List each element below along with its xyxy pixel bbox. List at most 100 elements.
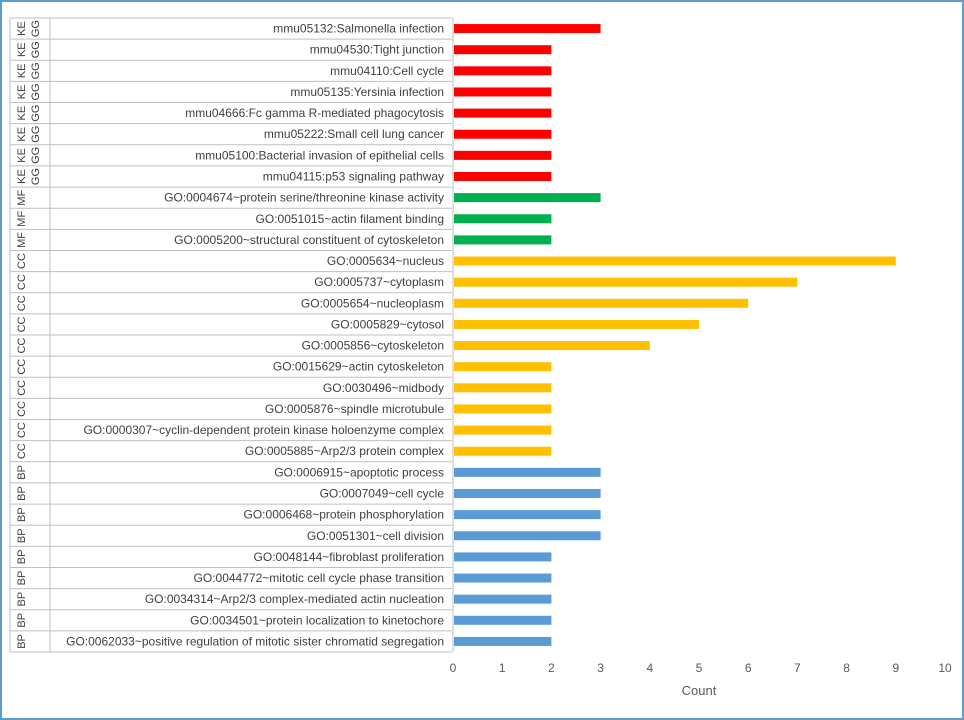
group-label: GG bbox=[30, 62, 42, 79]
group-label: CC bbox=[16, 359, 28, 375]
bar bbox=[454, 298, 749, 308]
bar bbox=[454, 87, 552, 97]
x-tick-label: 4 bbox=[646, 661, 653, 675]
group-label: KE bbox=[16, 21, 28, 36]
category-label: GO:0051301~cell division bbox=[307, 529, 444, 543]
bar bbox=[454, 193, 601, 203]
group-label: GG bbox=[30, 147, 42, 164]
group-label: CC bbox=[16, 443, 28, 459]
category-label: mmu04666:Fc gamma R-mediated phagocytosi… bbox=[185, 106, 444, 120]
category-label: GO:0005654~nucleoplasm bbox=[301, 296, 444, 310]
group-label: MF bbox=[16, 232, 28, 248]
bar bbox=[454, 404, 552, 414]
group-label: CC bbox=[16, 295, 28, 311]
group-label: KE bbox=[16, 63, 28, 78]
category-label: GO:0015629~actin cytoskeleton bbox=[273, 360, 444, 374]
category-label: GO:0030496~midbody bbox=[323, 381, 444, 395]
category-label: GO:0000307~cyclin-dependent protein kina… bbox=[83, 423, 444, 437]
x-tick-label: 0 bbox=[450, 661, 457, 675]
group-label: GG bbox=[30, 41, 42, 58]
category-label: mmu05100:Bacterial invasion of epithelia… bbox=[195, 148, 444, 162]
group-label: CC bbox=[16, 316, 28, 332]
category-label: mmu05135:Yersinia infection bbox=[290, 85, 444, 99]
group-label: BP bbox=[16, 592, 28, 607]
x-tick-label: 10 bbox=[938, 661, 952, 675]
group-label: GG bbox=[30, 126, 42, 143]
bar bbox=[454, 594, 552, 604]
bar bbox=[454, 150, 552, 160]
category-label: GO:0062033~positive regulation of mitoti… bbox=[66, 634, 444, 648]
group-label: BP bbox=[16, 465, 28, 480]
bar bbox=[454, 383, 552, 393]
category-label: mmu05132:Salmonella infection bbox=[273, 22, 444, 36]
bar bbox=[454, 615, 552, 625]
category-label: mmu04115:p53 signaling pathway bbox=[263, 170, 444, 184]
group-label: CC bbox=[16, 338, 28, 354]
category-label: GO:0005885~Arp2/3 protein complex bbox=[245, 444, 444, 458]
group-label: BP bbox=[16, 507, 28, 522]
category-label: GO:0051015~actin filament binding bbox=[256, 212, 444, 226]
category-label: GO:0005876~spindle microtubule bbox=[265, 402, 444, 416]
group-label: BP bbox=[16, 528, 28, 543]
x-tick-label: 8 bbox=[843, 661, 850, 675]
category-label: GO:0048144~fibroblast proliferation bbox=[254, 550, 444, 564]
bar bbox=[454, 235, 552, 245]
category-label: GO:0007049~cell cycle bbox=[320, 487, 445, 501]
group-label: BP bbox=[16, 571, 28, 586]
category-label: GO:0006468~protein phosphorylation bbox=[244, 508, 444, 522]
bar bbox=[454, 172, 552, 181]
category-label: GO:0005856~cytoskeleton bbox=[302, 339, 444, 353]
group-label: CC bbox=[16, 253, 28, 269]
bar bbox=[454, 66, 552, 76]
bar bbox=[454, 256, 896, 266]
x-tick-label: 2 bbox=[548, 661, 555, 675]
bar bbox=[454, 24, 601, 34]
group-label: CC bbox=[16, 422, 28, 438]
bar bbox=[454, 319, 699, 329]
group-label: CC bbox=[16, 401, 28, 417]
group-label: KE bbox=[16, 127, 28, 142]
group-label: MF bbox=[16, 189, 28, 205]
category-label: mmu05222:Small cell lung cancer bbox=[264, 127, 444, 141]
bar bbox=[454, 573, 552, 583]
group-label: MF bbox=[16, 211, 28, 227]
x-tick-label: 7 bbox=[794, 661, 801, 675]
x-axis: Count 0 1 2 3 4 5 6 7 8 9 10 bbox=[450, 18, 952, 698]
category-label: GO:0005200~structural constituent of cyt… bbox=[174, 233, 444, 247]
x-tick-label: 3 bbox=[597, 661, 604, 675]
group-label: BP bbox=[16, 486, 28, 501]
bar bbox=[454, 214, 552, 224]
category-label: GO:0005634~nucleus bbox=[327, 254, 444, 268]
bar bbox=[454, 467, 601, 477]
category-label: GO:0004674~protein serine/threonine kina… bbox=[164, 191, 444, 205]
group-label: GG bbox=[30, 20, 42, 37]
group-label: KE bbox=[16, 148, 28, 163]
bar bbox=[454, 552, 552, 562]
category-label: mmu04530:Tight junction bbox=[310, 43, 444, 57]
x-axis-title: Count bbox=[682, 683, 717, 698]
group-label: CC bbox=[16, 380, 28, 396]
group-label: BP bbox=[16, 613, 28, 628]
bar bbox=[454, 341, 650, 351]
bar bbox=[454, 108, 552, 118]
group-label: KE bbox=[16, 42, 28, 57]
category-label: GO:0034314~Arp2/3 complex-mediated actin… bbox=[145, 592, 444, 606]
category-label: GO:0044772~mitotic cell cycle phase tran… bbox=[194, 571, 444, 585]
category-label: GO:0034501~protein localization to kinet… bbox=[190, 613, 444, 627]
bar bbox=[454, 425, 552, 435]
group-label: GG bbox=[30, 83, 42, 100]
category-label: mmu04110:Cell cycle bbox=[330, 64, 444, 78]
bar bbox=[454, 636, 552, 646]
x-tick-label: 9 bbox=[892, 661, 899, 675]
bar bbox=[454, 510, 601, 520]
bar bbox=[454, 446, 552, 456]
category-label: GO:0005737~cytoplasm bbox=[314, 275, 444, 289]
x-tick-label: 6 bbox=[745, 661, 752, 675]
group-label: CC bbox=[16, 274, 28, 290]
bar bbox=[454, 45, 552, 55]
group-label: KE bbox=[16, 106, 28, 121]
group-label: BP bbox=[16, 634, 28, 649]
